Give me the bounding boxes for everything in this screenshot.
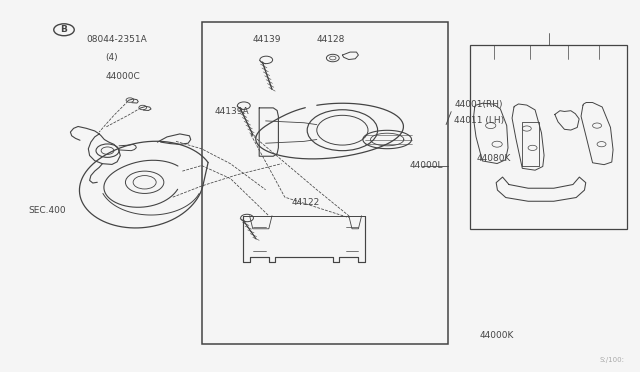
Text: B: B (61, 25, 67, 34)
Text: 44000C: 44000C (106, 72, 140, 81)
Text: S:/100:: S:/100: (599, 357, 624, 363)
Text: 08044-2351A: 08044-2351A (86, 35, 147, 44)
Text: 44128: 44128 (317, 35, 345, 44)
Bar (202, 22, 448, 344)
Text: 44139: 44139 (253, 35, 282, 44)
Text: (4): (4) (106, 53, 118, 62)
Text: 44001(RH): 44001(RH) (454, 100, 503, 109)
Text: 44000K: 44000K (480, 331, 515, 340)
Text: 44122: 44122 (291, 198, 319, 207)
Text: 44011 (LH): 44011 (LH) (454, 116, 504, 125)
Text: 44139A: 44139A (214, 107, 249, 116)
Text: 44000L: 44000L (410, 161, 443, 170)
Bar (470, 45, 627, 229)
Text: 44080K: 44080K (477, 154, 511, 163)
Text: SEC.400: SEC.400 (29, 206, 67, 215)
